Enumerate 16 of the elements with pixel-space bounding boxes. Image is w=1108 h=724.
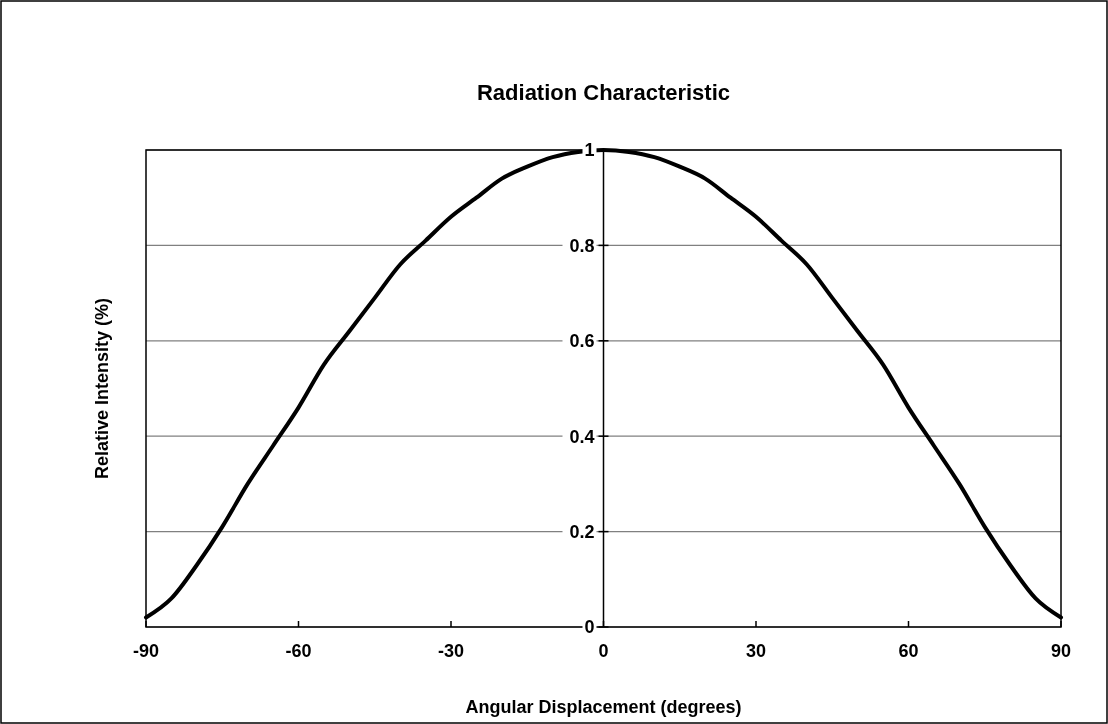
x-tick-label: 90: [1050, 641, 1072, 661]
y-tick-label: 0.8: [569, 235, 595, 256]
chart-title: Radiation Characteristic: [476, 80, 731, 105]
x-axis-title: Angular Displacement (degrees): [465, 697, 742, 717]
x-tick-label: 0: [598, 641, 609, 661]
x-tick-label: 60: [898, 641, 919, 661]
y-tick-label: 0.2: [569, 521, 595, 542]
x-tick-label: 30: [745, 641, 767, 661]
y-axis-title: Relative Intensity (%): [92, 297, 112, 480]
y-tick-label: 0.6: [569, 331, 595, 352]
x-tick-label: -30: [437, 641, 465, 661]
y-tick-label: 1: [584, 140, 595, 161]
y-tick-label: 0.4: [569, 426, 595, 447]
x-tick-label: -60: [285, 641, 312, 661]
y-tick-label: 0: [584, 617, 595, 638]
x-tick-label: -90: [132, 641, 160, 661]
